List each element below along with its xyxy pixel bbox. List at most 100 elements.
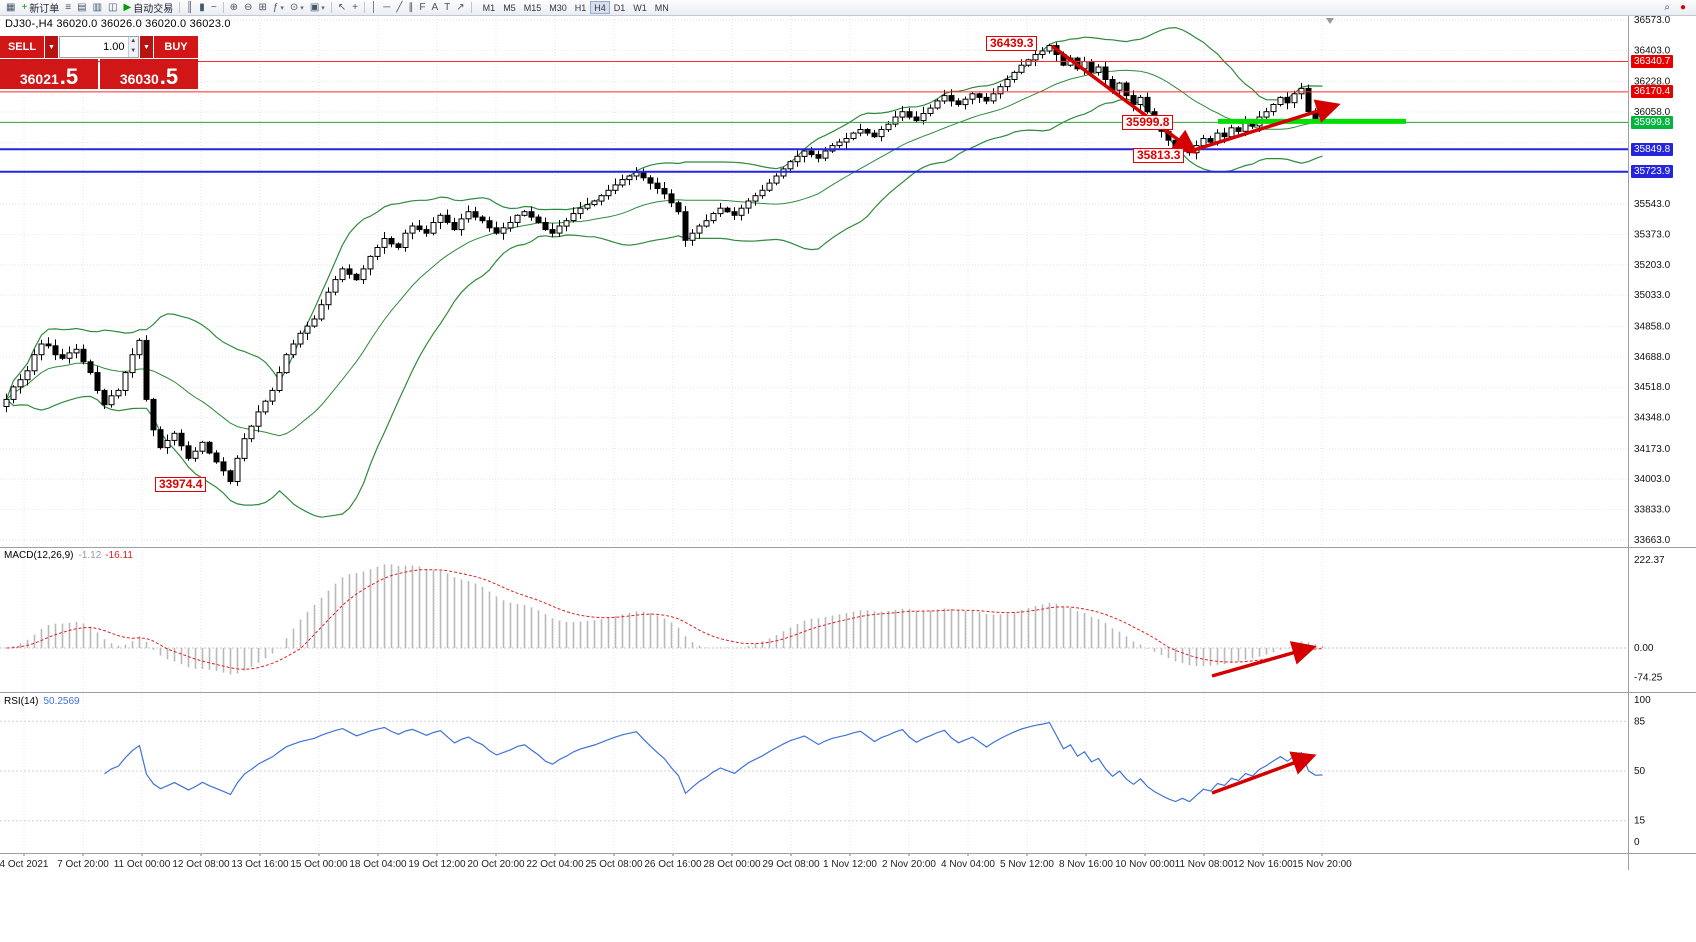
candle-body — [325, 291, 332, 306]
volume-up-button[interactable]: ▲ — [128, 37, 138, 47]
market-watch-icon[interactable]: ≡ — [62, 1, 74, 15]
candle-body — [472, 211, 479, 218]
price-annotation[interactable]: 36439.3 — [986, 36, 1038, 51]
text-icon[interactable]: A — [429, 1, 442, 15]
price-scale-badge: 36340.7 — [1631, 55, 1674, 68]
candle-body — [535, 216, 542, 224]
candle-body — [1221, 132, 1228, 138]
buy-options-caret-icon[interactable]: ▼ — [140, 36, 153, 58]
line-chart-icon[interactable]: ~ — [208, 1, 220, 15]
candle-body — [619, 179, 626, 186]
timeframe-h4-button[interactable]: H4 — [590, 1, 610, 14]
periods-icon[interactable]: ⊙ ▾ — [287, 1, 307, 15]
candle-body — [962, 98, 969, 106]
candle-body — [143, 339, 150, 400]
trend-arrow[interactable] — [1050, 44, 1198, 155]
candle-body — [717, 207, 724, 215]
rsi-scale-label: 15 — [1634, 816, 1646, 827]
price-tick-label: 34003.0 — [1634, 474, 1671, 485]
timeframe-h1-button[interactable]: H1 — [574, 3, 587, 13]
sell-button[interactable]: SELL — [0, 36, 44, 58]
candle-body — [129, 354, 136, 374]
arrows-icon[interactable]: ↗ — [453, 1, 467, 15]
fibonacci-icon[interactable]: F — [416, 1, 428, 15]
drawn-arrows — [1050, 44, 1341, 795]
terminal-icon[interactable]: ◫ — [105, 1, 120, 15]
macd-indicator-label: MACD(12,26,9) -1.12 -16.11 — [4, 550, 133, 561]
cursor-icon-glyph: ↖ — [337, 1, 347, 13]
volume-down-button[interactable]: ▼ — [128, 47, 138, 57]
timeframe-w1-button[interactable]: W1 — [633, 3, 647, 13]
one-click-trading-panel[interactable]: SELL ▼ ▲ ▼ ▼ BUY 36021 .5 36030 .5 — [0, 36, 198, 89]
time-axis-label: 4 Nov 04:00 — [941, 859, 995, 870]
connection-icon[interactable]: ● — [1679, 2, 1686, 13]
sell-price-button[interactable]: 36021 .5 — [0, 59, 98, 89]
candle-body — [752, 195, 759, 202]
autotrading-button-label: 自动交易 — [133, 4, 174, 15]
indicators-icon[interactable]: ƒ ▾ — [270, 1, 287, 15]
bar-chart-icon[interactable]: ║ — [183, 1, 196, 15]
new-order-button[interactable]: + 新订单 — [18, 1, 62, 15]
trendline-icon[interactable]: ╱ — [393, 1, 405, 15]
zoom-out-icon[interactable]: ⊖ — [241, 1, 255, 15]
horizontal-line-icon[interactable]: ─ — [380, 1, 393, 15]
volume-input[interactable] — [60, 37, 128, 57]
chart-shift-marker[interactable] — [1326, 18, 1334, 24]
trend-arrow[interactable] — [1211, 641, 1317, 678]
candle-body — [605, 189, 612, 197]
price-annotation[interactable]: 33974.4 — [155, 477, 207, 492]
navigator-icon[interactable]: ▥ — [90, 1, 105, 15]
buy-price-button[interactable]: 36030 .5 — [100, 59, 198, 89]
autotrading-button[interactable]: ▶ 自动交易 — [121, 1, 177, 15]
zoom-in-icon[interactable]: ⊕ — [227, 1, 241, 15]
candle-body — [185, 445, 192, 459]
candle-body — [521, 211, 528, 216]
candle-body — [1004, 79, 1011, 88]
equidistant-channel-icon[interactable]: ∥ — [405, 1, 416, 15]
candle-body — [941, 95, 948, 102]
trend-arrow[interactable] — [1211, 751, 1317, 795]
search-icon[interactable]: ⌕ — [1664, 2, 1670, 13]
candle-body — [1039, 50, 1046, 56]
timeframe-m1-button[interactable]: M1 — [482, 3, 496, 13]
macd-panel — [0, 564, 1628, 675]
candlestick-chart-icon[interactable]: ▮ — [196, 1, 208, 15]
time-axis-label: 29 Oct 08:00 — [762, 859, 820, 870]
time-axis-label: 12 Nov 16:00 — [1233, 859, 1293, 870]
candle-body — [234, 457, 241, 482]
price-annotation[interactable]: 35813.3 — [1133, 148, 1185, 163]
candle-body — [486, 220, 493, 229]
candle-body — [584, 204, 591, 209]
timeframe-m30-button[interactable]: M30 — [549, 3, 567, 13]
price-annotation[interactable]: 35999.8 — [1122, 115, 1174, 130]
tile-windows-icon[interactable]: ⊞ — [255, 1, 269, 15]
candle-body — [1228, 127, 1235, 138]
charts-window-icon[interactable]: ▦ — [3, 1, 18, 15]
buy-button[interactable]: BUY — [154, 36, 198, 58]
data-window-icon[interactable]: ▤ — [74, 1, 89, 15]
templates-icon[interactable]: ▣ ▾ — [307, 1, 328, 15]
time-axis-label: 20 Oct 20:00 — [467, 859, 525, 870]
crosshair-icon[interactable]: + — [349, 1, 361, 15]
text-label-icon[interactable]: T — [441, 1, 453, 15]
timeframe-m15-button[interactable]: M15 — [523, 3, 542, 13]
timeframe-d1-button[interactable]: D1 — [613, 3, 626, 13]
crosshair-icon-glyph: + — [352, 1, 359, 13]
sell-options-caret-icon[interactable]: ▼ — [45, 36, 58, 58]
new-order-button-glyph: + — [21, 1, 28, 13]
timeframe-mn-button[interactable]: MN — [654, 3, 669, 13]
candle-body — [906, 111, 913, 118]
candle-body — [24, 370, 31, 381]
cursor-icon[interactable]: ↖ — [335, 1, 349, 15]
new-order-button-label: 新订单 — [29, 4, 60, 15]
timeframe-m5-button[interactable]: M5 — [503, 3, 516, 13]
candle-body — [73, 348, 80, 354]
price-tick-label: 35033.0 — [1634, 290, 1671, 301]
candle-body — [675, 202, 682, 213]
candle-body — [1088, 61, 1095, 73]
vertical-line-icon[interactable]: │ — [368, 1, 380, 15]
trend-arrow[interactable] — [1193, 99, 1341, 152]
candle-body — [339, 268, 346, 281]
rsi-indicator-label: RSI(14) 50.2569 — [4, 696, 80, 707]
